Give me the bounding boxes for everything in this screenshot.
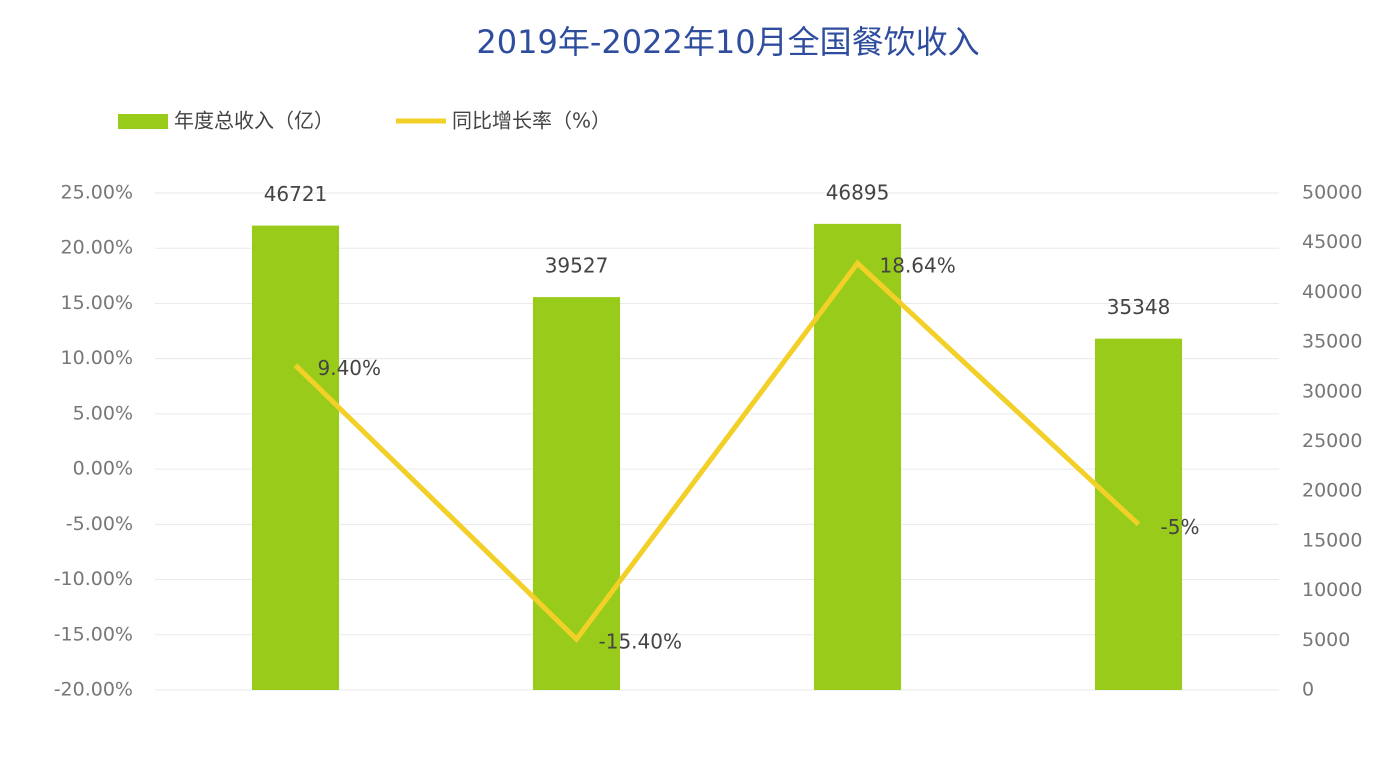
y2-tick-label: 40000 bbox=[1302, 281, 1362, 303]
line-value-label: -15.40% bbox=[599, 630, 682, 654]
bar bbox=[251, 225, 340, 690]
line-value-label: 9.40% bbox=[318, 356, 382, 380]
line bbox=[293, 259, 1141, 643]
legend-swatch bbox=[118, 114, 168, 129]
y-tick-label: 5.00% bbox=[73, 402, 133, 424]
y-tick-label: 25.00% bbox=[61, 182, 133, 204]
bar-value-label: 46895 bbox=[826, 180, 890, 204]
bar bbox=[1094, 338, 1183, 690]
y2-tick-label: 30000 bbox=[1302, 380, 1362, 402]
legend-label: 同比增长率（%） bbox=[452, 109, 611, 133]
bar bbox=[532, 297, 621, 690]
y-tick-label: -10.00% bbox=[54, 568, 133, 590]
y-tick-label: -15.00% bbox=[54, 623, 133, 645]
bar-value-label: 39527 bbox=[545, 254, 609, 278]
y2-tick-label: 35000 bbox=[1302, 331, 1362, 353]
y2-tick-label: 0 bbox=[1302, 679, 1314, 701]
legend-label: 年度总收入（亿） bbox=[174, 109, 334, 133]
y2-tick-label: 15000 bbox=[1302, 529, 1362, 551]
y2-tick-label: 25000 bbox=[1302, 430, 1362, 452]
chart-title: 2019年-2022年10月全国餐饮收入 bbox=[476, 23, 979, 61]
y2-tick-label: 10000 bbox=[1302, 579, 1362, 601]
y-tick-label: -20.00% bbox=[54, 679, 133, 701]
y-tick-label: 0.00% bbox=[73, 458, 133, 480]
bar-value-label: 46721 bbox=[264, 182, 328, 206]
y2-tick-label: 5000 bbox=[1302, 629, 1350, 651]
line-value-label: -5% bbox=[1161, 515, 1200, 539]
y2-tick-label: 45000 bbox=[1302, 231, 1362, 253]
bar-value-label: 35348 bbox=[1107, 295, 1171, 319]
y2-tick-label: 20000 bbox=[1302, 480, 1362, 502]
y2-tick-label: 50000 bbox=[1302, 182, 1362, 204]
line-value-label: 18.64% bbox=[880, 254, 956, 278]
y-tick-label: 10.00% bbox=[61, 347, 133, 369]
y-tick-label: 20.00% bbox=[61, 237, 133, 259]
y-tick-label: -5.00% bbox=[66, 513, 133, 535]
y-tick-label: 15.00% bbox=[61, 292, 133, 314]
